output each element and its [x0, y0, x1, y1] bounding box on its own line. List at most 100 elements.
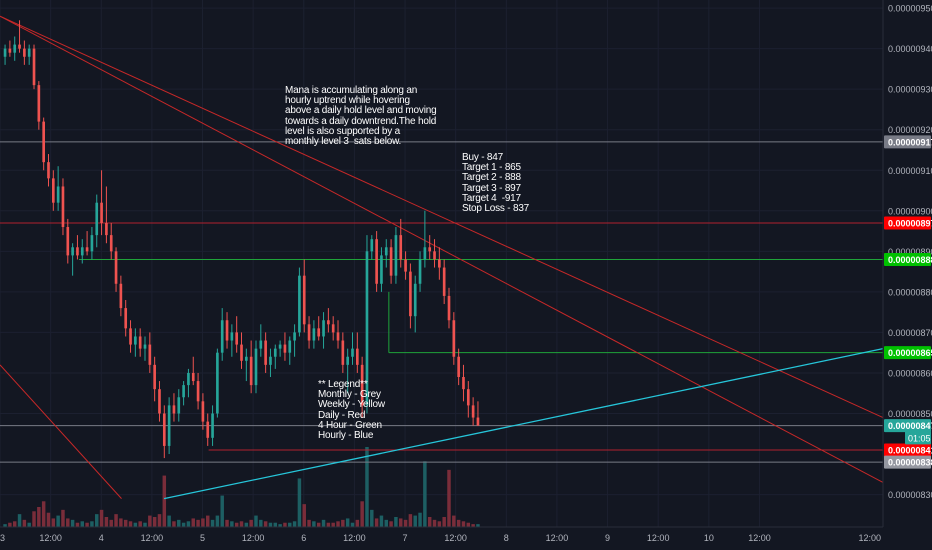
volume-bar	[123, 519, 128, 527]
price-label-box	[884, 346, 931, 360]
volume-bar	[244, 522, 249, 527]
volume-bar	[302, 504, 306, 527]
volume-bar	[8, 522, 12, 527]
candle-body	[370, 239, 374, 252]
volume-bar	[114, 514, 118, 527]
volume-bar	[316, 522, 321, 527]
candle-body	[249, 356, 253, 386]
candle-body	[409, 271, 412, 317]
x-tick-label: 7	[403, 533, 408, 543]
analysis-note: Mana is accumulating along an hourly upt…	[285, 85, 437, 148]
candle-body	[95, 202, 99, 236]
volume-bar	[3, 524, 7, 527]
candle-body	[3, 48, 7, 57]
volume-bar	[447, 469, 451, 527]
candle-body	[158, 389, 161, 414]
volume-bar	[205, 515, 210, 527]
volume-bar	[17, 514, 22, 527]
level-lines	[0, 141, 883, 463]
volume-bar	[427, 517, 432, 527]
volume-bar	[408, 514, 413, 527]
candle-body	[360, 364, 364, 406]
volume-bar	[128, 521, 133, 527]
candle-body	[196, 381, 200, 402]
y-tick-label: 0.00000890	[888, 247, 932, 257]
price-label-box	[884, 443, 931, 457]
price-label-badge: 0.00000865	[884, 346, 932, 360]
trend-line	[0, 364, 122, 499]
candle-body	[283, 344, 287, 353]
candle-body	[423, 247, 427, 260]
volume-bar	[437, 521, 442, 527]
volume-bar	[360, 501, 364, 527]
candle-body	[18, 44, 21, 49]
candle-body	[428, 247, 432, 252]
volume-bar	[186, 521, 191, 527]
candle-body	[51, 178, 55, 203]
volume-bar	[292, 521, 297, 527]
x-tick-label: 10	[704, 533, 714, 543]
price-label-text: 0.00000841	[888, 445, 932, 455]
volume-bar	[177, 519, 181, 527]
volume-bar	[157, 514, 162, 527]
volume-bar	[331, 522, 335, 527]
volume-bar	[432, 519, 437, 527]
volume-bar	[249, 519, 253, 527]
y-tick-label: 0.00000850	[888, 409, 932, 419]
candle-body	[80, 247, 84, 256]
candle-body	[138, 336, 142, 349]
volume-bar	[321, 519, 326, 527]
legend-note: ** Legend** Monthly - Grey Weekly - Yell…	[318, 379, 385, 442]
candle-body	[32, 48, 36, 86]
volume-bar	[374, 518, 379, 527]
volume-bar	[403, 519, 408, 527]
candle-body	[327, 320, 330, 325]
candle-body	[278, 344, 282, 349]
x-tick-label: 12:00	[39, 533, 62, 543]
volume-bar	[152, 517, 157, 527]
candle-body	[162, 413, 166, 446]
x-tick-label: 12:00	[444, 533, 467, 543]
candle-body	[8, 48, 12, 53]
candle-body	[375, 239, 378, 284]
volume-bar	[273, 522, 278, 527]
volume-bar	[167, 515, 171, 527]
volume-bar	[70, 519, 75, 527]
price-label-box	[884, 455, 931, 469]
candle-body	[418, 259, 422, 284]
y-tick-label: 0.00000900	[888, 206, 932, 216]
candle-body	[471, 405, 475, 418]
price-label-badge: 0.00000888	[884, 252, 932, 266]
volume-bar	[99, 509, 104, 527]
candle-body	[438, 259, 441, 268]
candle-body	[172, 405, 176, 414]
trend-line	[0, 15, 884, 483]
volume-bar	[345, 518, 350, 527]
volume-bar	[230, 521, 234, 527]
candle-body	[143, 344, 147, 349]
volume-bar	[413, 515, 417, 527]
candle-body	[380, 255, 383, 284]
x-tick-label: 6	[301, 533, 306, 543]
candle-body	[66, 227, 70, 256]
candle-body	[100, 202, 103, 223]
volume-bar	[307, 519, 311, 527]
volume-bar	[379, 515, 384, 527]
candle-body	[336, 332, 340, 341]
candle-body	[167, 405, 171, 446]
price-label-text: 0.00000838	[888, 458, 932, 468]
x-tick-label: 9	[605, 533, 610, 543]
x-tick-label: 12:00	[748, 533, 771, 543]
candle-body	[71, 247, 74, 256]
candle-body	[61, 186, 65, 228]
candle-body	[355, 348, 359, 365]
candle-body	[177, 397, 181, 414]
candle-body	[462, 377, 465, 390]
volume-bar	[466, 522, 471, 527]
y-tick-label: 0.00000940	[888, 44, 932, 54]
candle-body	[288, 340, 292, 353]
candle-body	[351, 348, 354, 357]
x-tick-label: 12:00	[858, 533, 881, 543]
candle-body	[312, 328, 316, 341]
